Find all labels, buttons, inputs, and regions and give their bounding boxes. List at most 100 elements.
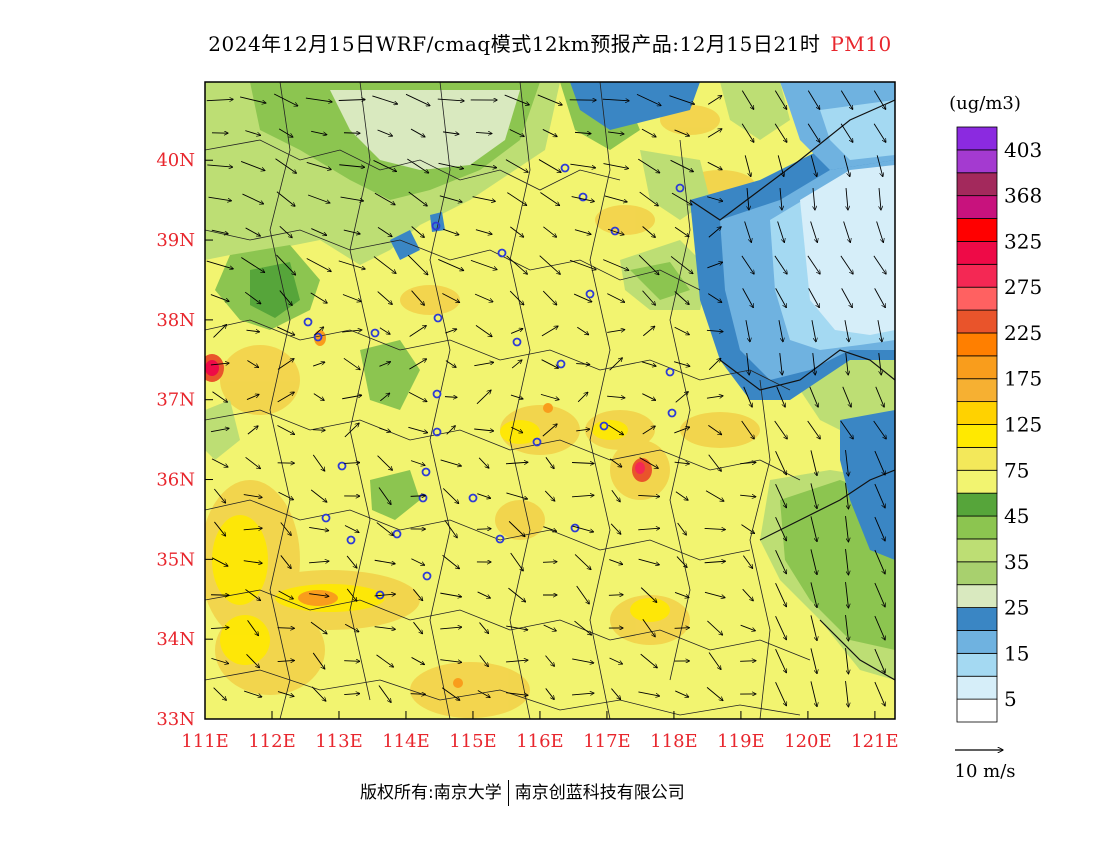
city-marker (433, 313, 443, 323)
legend-swatch (956, 607, 998, 631)
wind-arrow (706, 330, 723, 331)
wind-arrow (574, 554, 591, 569)
wind-arrow (376, 654, 394, 667)
wind-arrow (810, 221, 818, 243)
wind-arrow (845, 582, 849, 608)
wind-arrow (471, 163, 496, 167)
wind-arrow (674, 462, 690, 464)
wind-arrow (569, 259, 596, 269)
wind-arrow (676, 556, 687, 568)
wind-arrow (442, 554, 460, 568)
wind-arrow (543, 526, 556, 532)
wind-reference: 10 m/s (955, 750, 1016, 782)
wind-arrow (210, 294, 229, 302)
map-axes: 111E 112E 113E 114E 115E 116E 117E 118E 119E 120E… (156, 150, 898, 752)
wind-arrow (812, 353, 815, 375)
legend-swatch (956, 698, 998, 723)
wind-arrow (213, 325, 227, 338)
wind-arrow (741, 90, 753, 110)
legend-label: 25 (1004, 596, 1029, 620)
wind-arrow (810, 582, 817, 607)
wind-arrow (374, 594, 396, 596)
footer-separator (507, 780, 509, 806)
wind-arrow (639, 457, 659, 469)
wind-arrow (310, 621, 327, 634)
wind-arrow (507, 192, 526, 206)
wind-arrow (603, 163, 628, 169)
wind-arrow (542, 129, 557, 136)
wind-arrow (807, 123, 820, 143)
wind-arrow (774, 255, 787, 274)
city-marker (370, 328, 380, 338)
wind-arrow (445, 329, 456, 334)
wind-arrow (539, 255, 561, 275)
wind-arrow (246, 330, 259, 332)
wind-arrow (477, 591, 491, 598)
wind-arrow (338, 100, 366, 101)
wind-arrow (608, 595, 623, 596)
wind-arrow (603, 259, 629, 271)
lon-tick-label: 112E (248, 731, 296, 752)
wind-arrow (378, 487, 391, 504)
wind-arrow (243, 560, 262, 564)
wind-reference-label: 10 m/s (955, 761, 1016, 782)
wind-arrow (775, 516, 787, 541)
wind-arrow (280, 522, 292, 535)
wind-arrow (642, 393, 655, 401)
wind-arrow (874, 582, 885, 607)
wind-arrow (407, 254, 428, 275)
title-main: 2024年12月15日WRF/cmaq模式12km预报产品:12月15日21时 (208, 32, 821, 56)
wind-arrow (379, 427, 390, 432)
wind-arrow (477, 690, 490, 698)
wind-arrow (638, 158, 659, 173)
wind-arrow (410, 496, 426, 497)
wind-arrow (477, 493, 490, 499)
wind-arrow (775, 450, 787, 475)
wind-arrow (740, 462, 756, 463)
wind-arrow (874, 681, 885, 706)
legend-swatch (956, 630, 998, 654)
wind-arrow (408, 391, 427, 401)
legend-label: 403 (1004, 138, 1042, 162)
lat-tick-label: 40N (156, 150, 195, 171)
wind-arrow (380, 393, 389, 402)
wind-arrow (571, 196, 595, 202)
wind-arrow (840, 255, 853, 274)
wind-arrow (642, 426, 656, 435)
wind-arrow (506, 255, 528, 274)
wind-arrow (572, 462, 594, 463)
wind-arrow (409, 325, 427, 337)
wind-arrow (740, 495, 756, 497)
wind-arrow (775, 288, 787, 307)
legend-label: 35 (1004, 550, 1029, 574)
wind-arrow (506, 462, 528, 463)
wind-arrow (708, 358, 721, 371)
wind-arrow (544, 490, 555, 501)
clean-air-blue (390, 82, 895, 560)
yellow-patches (212, 420, 670, 665)
wind-arrow (439, 195, 462, 202)
wind-arrow (670, 256, 693, 273)
wind-arrow (807, 255, 820, 274)
wind-arrow (405, 93, 430, 105)
wind-arrow (273, 93, 298, 106)
wind-arrow (775, 549, 787, 574)
wind-arrow (609, 358, 623, 371)
wind-arrow (338, 260, 365, 269)
wind-arrow (346, 588, 357, 601)
wind-arrow (774, 90, 786, 110)
wind-arrow (775, 681, 787, 706)
wind-arrow (670, 159, 694, 171)
wind-arrow (604, 195, 627, 202)
city-marker (468, 493, 478, 503)
city-marker (560, 163, 570, 173)
wind-arrow (640, 587, 657, 603)
lat-tick-label: 37N (156, 390, 195, 411)
wind-arrow (576, 585, 590, 604)
wind-arrow (211, 657, 228, 663)
wind-arrow (708, 227, 721, 238)
admin-boundaries (205, 82, 895, 719)
wind-arrow (214, 488, 225, 503)
wind-arrow (211, 458, 228, 467)
wind-arrow (408, 191, 428, 206)
